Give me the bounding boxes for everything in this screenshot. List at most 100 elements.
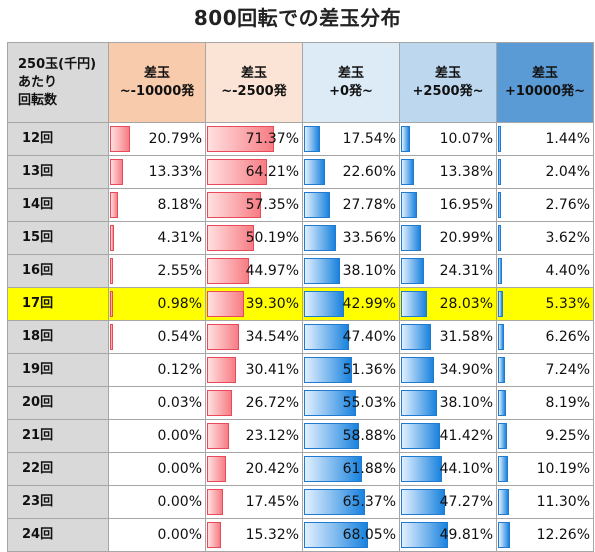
- row-label: 21回: [7, 419, 109, 453]
- data-label: 4.31%: [157, 230, 202, 246]
- data-cell: 0.00%: [108, 452, 206, 486]
- data-bar: [304, 159, 325, 185]
- table-row: 14回 8.18% 57.35% 27.78% 16.95% 2.76%: [7, 188, 594, 222]
- data-bar: [498, 357, 505, 383]
- data-cell: 0.03%: [108, 386, 206, 420]
- data-bar: [110, 159, 123, 185]
- data-label: 61.88%: [342, 461, 396, 477]
- data-bar: [304, 324, 349, 350]
- data-cell: 58.88%: [302, 419, 400, 453]
- data-bar: [110, 192, 118, 218]
- row-label: 19回: [7, 353, 109, 387]
- data-bar: [110, 324, 113, 350]
- data-bar: [304, 291, 344, 317]
- data-label: 8.18%: [157, 197, 202, 213]
- data-label: 68.05%: [342, 527, 396, 543]
- data-bar: [207, 390, 232, 416]
- data-bar: [401, 489, 445, 515]
- data-cell: 16.95%: [399, 188, 497, 222]
- data-label: 65.37%: [342, 494, 396, 510]
- data-cell: 4.31%: [108, 221, 206, 255]
- column-header-line1: 差玉: [337, 65, 364, 81]
- row-label: 20回: [7, 386, 109, 420]
- data-label: 42.99%: [342, 296, 396, 312]
- data-label: 20.99%: [439, 230, 493, 246]
- data-cell: 38.10%: [302, 254, 400, 288]
- data-cell: 10.19%: [496, 452, 594, 486]
- data-label: 34.90%: [439, 362, 493, 378]
- data-bar: [207, 225, 254, 251]
- data-label: 31.58%: [439, 329, 493, 345]
- column-header-line1: 差玉: [434, 65, 461, 81]
- row-label: 15回: [7, 221, 109, 255]
- data-label: 39.30%: [245, 296, 299, 312]
- data-label: 10.07%: [439, 131, 493, 147]
- data-cell: 61.88%: [302, 452, 400, 486]
- column-header-line1: 差玉: [240, 65, 267, 81]
- data-label: 10.19%: [536, 461, 590, 477]
- data-label: 8.19%: [545, 395, 590, 411]
- data-bar: [498, 456, 508, 482]
- data-label: 64.21%: [245, 164, 299, 180]
- corner-line: 250玉(千円): [18, 56, 97, 72]
- data-cell: 2.04%: [496, 155, 594, 189]
- data-bar: [110, 225, 114, 251]
- data-cell: 0.00%: [108, 518, 206, 552]
- data-bar: [401, 291, 427, 317]
- data-cell: 34.90%: [399, 353, 497, 387]
- data-cell: 44.97%: [205, 254, 303, 288]
- data-cell: 44.10%: [399, 452, 497, 486]
- data-bar: [401, 225, 421, 251]
- column-header: 差玉 ~-2500発: [205, 42, 303, 123]
- data-bar: [207, 258, 249, 284]
- data-label: 38.10%: [342, 263, 396, 279]
- data-label: 15.32%: [245, 527, 299, 543]
- data-label: 13.33%: [148, 164, 202, 180]
- data-label: 0.98%: [157, 296, 202, 312]
- data-bar: [498, 291, 503, 317]
- data-label: 24.31%: [439, 263, 493, 279]
- data-bar: [207, 489, 223, 515]
- data-cell: 55.03%: [302, 386, 400, 420]
- data-label: 16.95%: [439, 197, 493, 213]
- data-cell: 41.42%: [399, 419, 497, 453]
- row-label: 23回: [7, 485, 109, 519]
- table-row: 12回 20.79% 71.37% 17.54% 10.07% 1.44%: [7, 122, 594, 156]
- data-bar: [498, 258, 502, 284]
- data-bar: [498, 324, 504, 350]
- data-label: 5.33%: [545, 296, 590, 312]
- data-cell: 10.07%: [399, 122, 497, 156]
- data-label: 7.24%: [545, 362, 590, 378]
- data-cell: 5.33%: [496, 287, 594, 321]
- data-label: 0.54%: [157, 329, 202, 345]
- column-header-line2: +10000発~: [504, 83, 585, 99]
- data-bar: [304, 225, 336, 251]
- data-label: 33.56%: [342, 230, 396, 246]
- data-label: 17.54%: [342, 131, 396, 147]
- data-bar: [498, 489, 509, 515]
- data-label: 55.03%: [342, 395, 396, 411]
- data-bar: [207, 126, 274, 152]
- table-row: 22回 0.00% 20.42% 61.88% 44.10% 10.19%: [7, 452, 594, 486]
- data-label: 17.45%: [245, 494, 299, 510]
- data-cell: 0.54%: [108, 320, 206, 354]
- data-cell: 57.35%: [205, 188, 303, 222]
- data-cell: 31.58%: [399, 320, 497, 354]
- data-bar: [304, 390, 356, 416]
- row-label: 12回: [7, 122, 109, 156]
- column-header-line2: +0発~: [329, 83, 373, 99]
- data-cell: 23.12%: [205, 419, 303, 453]
- data-label: 58.88%: [342, 428, 396, 444]
- data-cell: 11.30%: [496, 485, 594, 519]
- corner-header: 250玉(千円) あたり 回転数: [7, 42, 109, 123]
- data-bar: [207, 291, 244, 317]
- column-header: 差玉 +10000発~: [496, 42, 594, 123]
- data-cell: 49.81%: [399, 518, 497, 552]
- row-label: 14回: [7, 188, 109, 222]
- data-cell: 38.10%: [399, 386, 497, 420]
- data-cell: 12.26%: [496, 518, 594, 552]
- data-label: 2.76%: [545, 197, 590, 213]
- column-header-line2: ~-2500発: [221, 83, 287, 99]
- data-cell: 13.38%: [399, 155, 497, 189]
- data-label: 0.00%: [157, 428, 202, 444]
